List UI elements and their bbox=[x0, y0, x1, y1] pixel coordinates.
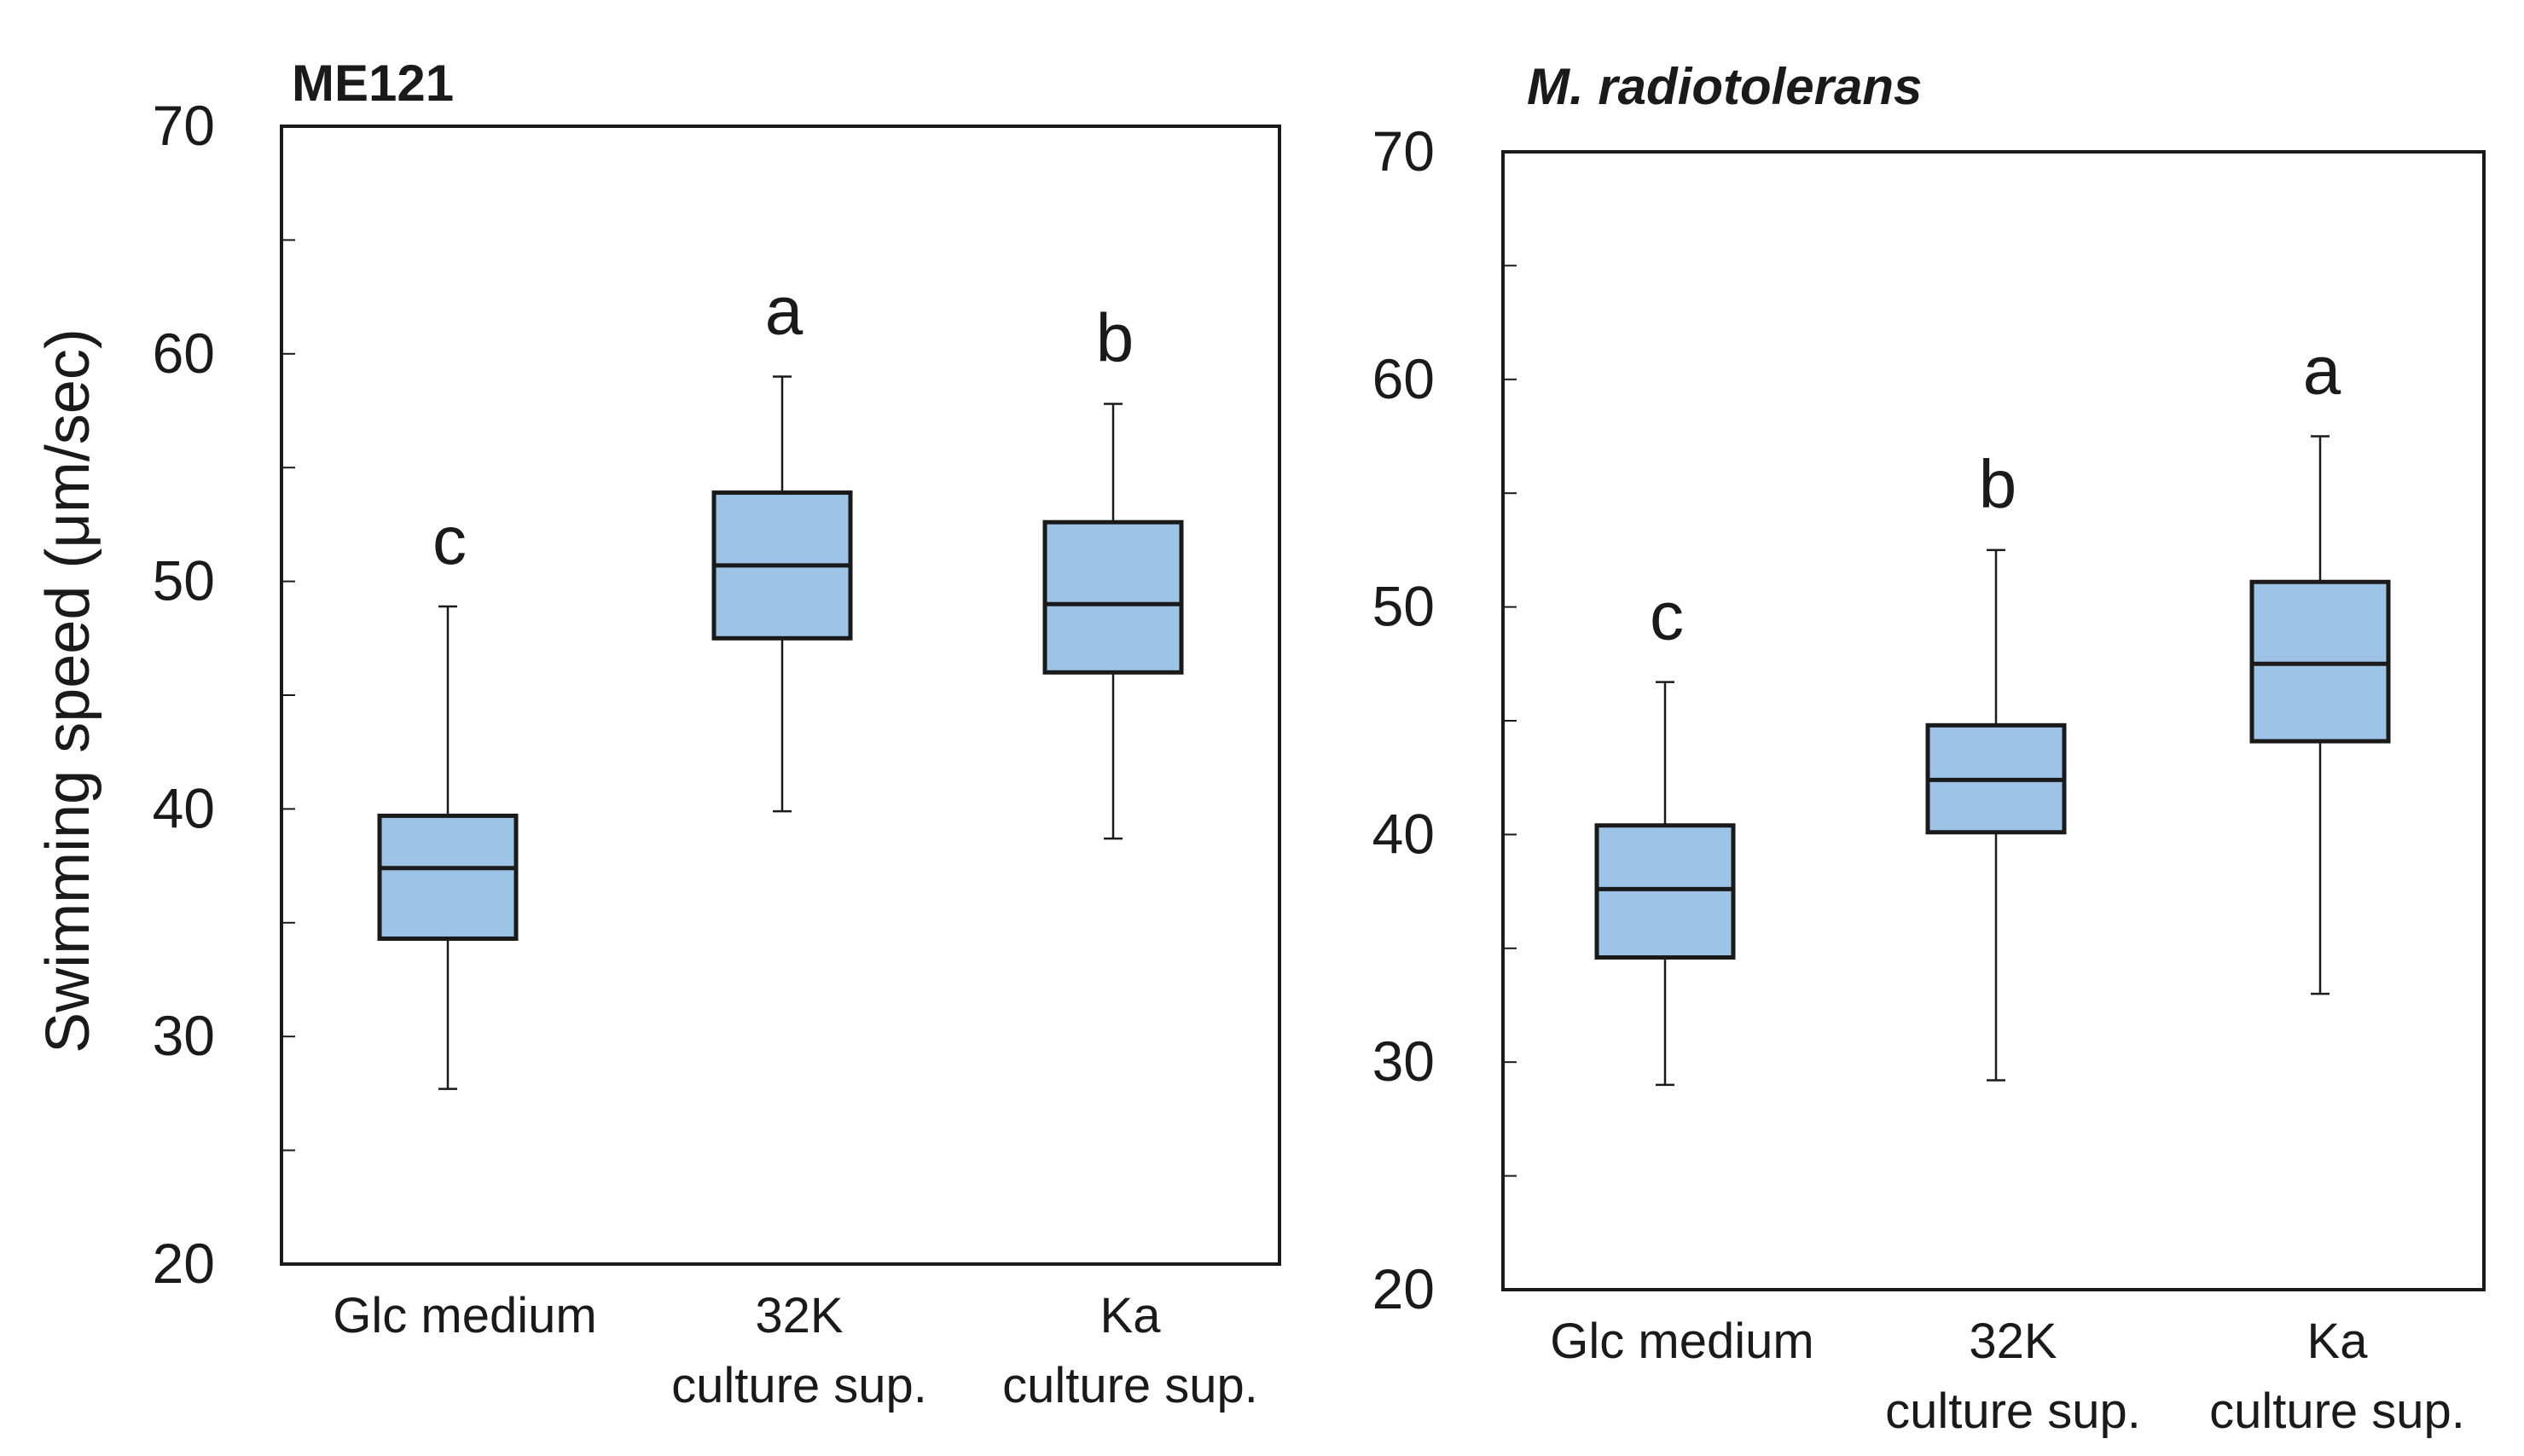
box-group: a bbox=[2249, 333, 2391, 995]
x-tick-label: 32K bbox=[755, 1288, 844, 1343]
y-axis-label: Swimming speed (μm/sec) bbox=[34, 328, 102, 1053]
panel-title: M. radiotolerans bbox=[1527, 58, 1922, 115]
panel-m-radiotolerans: M. radiotolerans 20 30 40 50 60 70 c Glc medium b… bbox=[1372, 58, 2486, 1439]
box-group: c bbox=[1594, 578, 1736, 1087]
x-tick-label-line2: culture sup. bbox=[1002, 1358, 1258, 1413]
x-tick-label: Glc medium bbox=[1550, 1314, 1813, 1369]
y-tick-label: 20 bbox=[1372, 1257, 1435, 1320]
box-group: a bbox=[711, 272, 853, 813]
box-group: b bbox=[1042, 299, 1184, 840]
panel-title: ME121 bbox=[292, 55, 454, 112]
y-tick-label: 40 bbox=[1372, 802, 1435, 865]
y-tick-label: 70 bbox=[1372, 119, 1435, 183]
y-tick-label: 50 bbox=[153, 549, 215, 612]
box-iqr bbox=[2249, 579, 2391, 744]
y-tick-label: 40 bbox=[153, 776, 215, 839]
box-group: c bbox=[377, 502, 519, 1090]
significance-letter: a bbox=[2303, 333, 2341, 409]
significance-letter: c bbox=[1650, 578, 1684, 654]
x-tick-label: Ka bbox=[2307, 1314, 2369, 1369]
significance-letter: b bbox=[1979, 446, 2017, 522]
y-tick-label: 60 bbox=[1372, 347, 1435, 410]
y-tick-label: 70 bbox=[153, 94, 215, 157]
panel-me121: ME121 20 30 40 50 60 70 c Glc medium a 32K culture … bbox=[153, 55, 1281, 1413]
x-tick-label: Ka bbox=[1100, 1288, 1162, 1343]
y-tick-label: 60 bbox=[153, 322, 215, 385]
x-tick-label-line2: culture sup. bbox=[671, 1358, 927, 1413]
y-tick-label: 30 bbox=[153, 1004, 215, 1067]
box-group: b bbox=[1925, 446, 2067, 1082]
y-tick-label: 50 bbox=[1372, 575, 1435, 638]
significance-letter: c bbox=[432, 502, 467, 578]
significance-letter: a bbox=[765, 272, 804, 348]
x-tick-label: Glc medium bbox=[333, 1288, 596, 1343]
x-tick-label-line2: culture sup. bbox=[2209, 1383, 2465, 1439]
x-tick-label: 32K bbox=[1969, 1314, 2057, 1369]
y-tick-label: 20 bbox=[153, 1232, 215, 1295]
box-iqr bbox=[1594, 823, 1736, 960]
significance-letter: b bbox=[1096, 299, 1134, 375]
box-iqr bbox=[1042, 519, 1184, 675]
x-tick-label-line2: culture sup. bbox=[1885, 1383, 2141, 1439]
box-iqr bbox=[377, 813, 519, 941]
y-tick-label: 30 bbox=[1372, 1030, 1435, 1093]
